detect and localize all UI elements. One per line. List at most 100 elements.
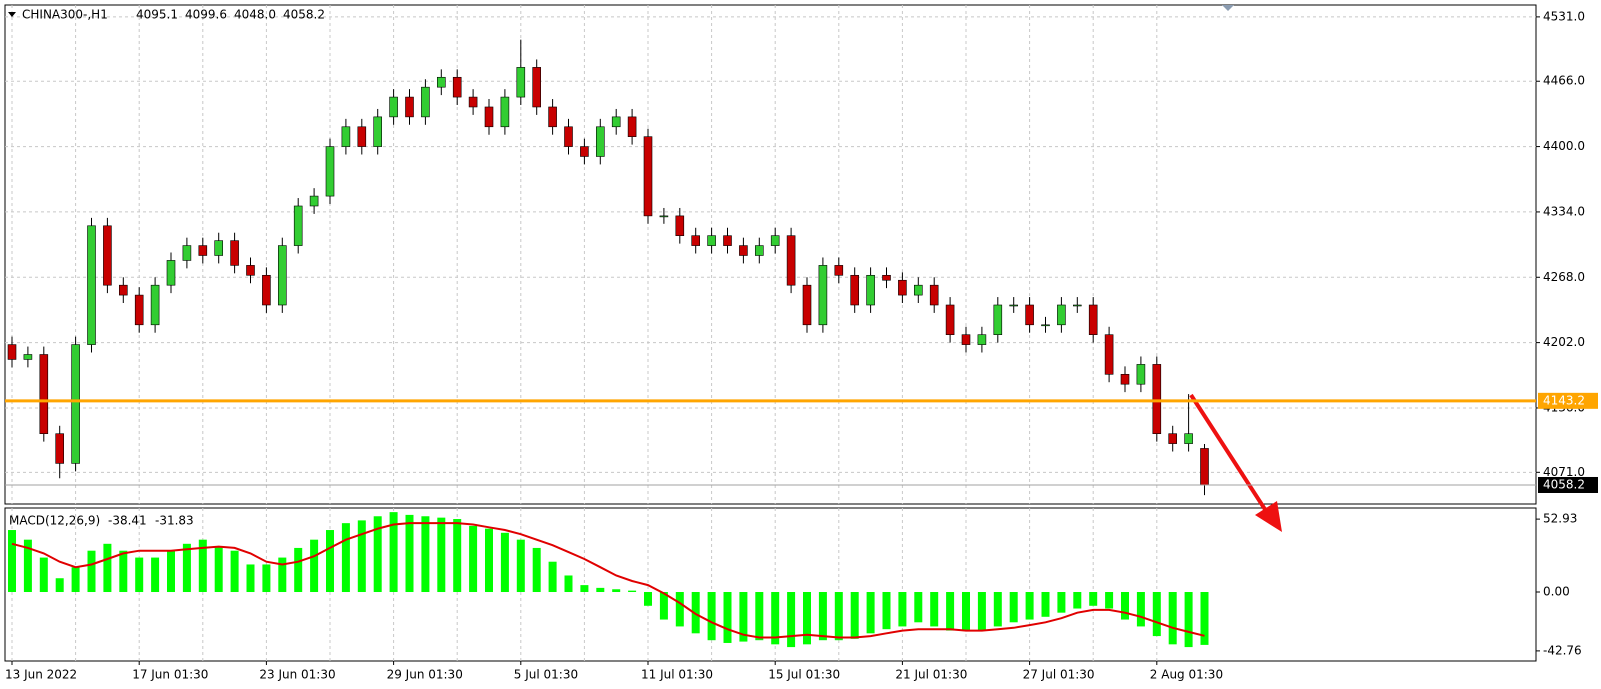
macd-bar (755, 592, 764, 641)
candle-body (1041, 324, 1050, 327)
y-tick-label: 4334.0 (1543, 204, 1585, 218)
candle-body (1025, 304, 1034, 326)
y-tick-label: 4400.0 (1543, 139, 1585, 153)
macd-bar (993, 592, 1002, 627)
macd-bar (310, 539, 319, 593)
candle-body (1009, 304, 1019, 307)
macd-bar (1041, 592, 1050, 617)
candle-body (929, 284, 939, 306)
macd-bar (135, 557, 144, 593)
macd-y-tick-label: 52.93 (1543, 512, 1577, 526)
candle-body (1088, 304, 1098, 335)
candle-body (611, 116, 621, 128)
candle-body (182, 245, 192, 261)
macd-bar (516, 539, 525, 593)
candle-body (580, 146, 589, 157)
candle-body (198, 245, 208, 256)
candle-body (659, 215, 669, 218)
candle-body (770, 235, 780, 246)
macd-bar (1184, 592, 1193, 648)
marks (7, 39, 1209, 648)
macd-bar (103, 543, 112, 593)
macd-bar (278, 557, 287, 593)
candle-body (945, 304, 955, 335)
shift-marker (1222, 5, 1234, 11)
macd-bar (214, 546, 223, 593)
candle-body (707, 235, 716, 246)
candle-body (834, 265, 844, 276)
macd-bar (1121, 592, 1129, 620)
candle-body (325, 146, 335, 197)
x-tick-label: 2 Aug 01:30 (1150, 668, 1223, 682)
macd-bar (644, 592, 652, 606)
candle-body (691, 235, 701, 246)
macd-signal-value: -31.83 (155, 514, 194, 528)
candle-body (293, 205, 303, 246)
signal-line (11, 522, 1205, 639)
macd-bar (500, 532, 509, 593)
macd-bar (230, 550, 239, 593)
candle-body (1120, 373, 1130, 385)
macd-bar (485, 528, 493, 593)
macd-bar (326, 530, 334, 593)
macd-bar (198, 539, 207, 593)
macd-bar (453, 519, 462, 593)
candle-body (532, 67, 542, 108)
y-tick-label: 4071.0 (1543, 465, 1585, 479)
candle-body (262, 274, 271, 306)
macd-bar (977, 592, 986, 631)
candle-body (516, 67, 526, 98)
candle-body (850, 274, 860, 306)
macd-bar (151, 557, 160, 593)
x-tick-label: 27 Jul 01:30 (1023, 668, 1095, 682)
macd-bar (1136, 592, 1145, 627)
y-tick-label: 4202.0 (1543, 335, 1585, 349)
macd-bar (834, 592, 843, 641)
high-label: 4099.6 (185, 8, 227, 22)
low-label: 4048.0 (234, 8, 276, 22)
candle-body (1136, 364, 1146, 385)
menu-triangle[interactable] (8, 12, 16, 17)
macd-bar (723, 592, 732, 643)
candle-body (166, 260, 176, 286)
candle-body (436, 76, 446, 88)
macd-bar (882, 592, 891, 630)
x-tick-label: 11 Jul 01:30 (641, 668, 713, 682)
candle-body (675, 215, 685, 236)
candle-body (898, 279, 907, 296)
macd-bar (628, 590, 637, 593)
macd-bar (373, 516, 382, 593)
candle-body (246, 265, 255, 276)
macd-bar (850, 592, 859, 639)
macd-bar (898, 592, 907, 627)
macd-bar (1025, 592, 1034, 620)
candle-body (103, 225, 112, 286)
macd-bar (405, 514, 414, 593)
macd-bar (659, 592, 668, 620)
candle-body (39, 354, 49, 435)
x-tick-label: 21 Jul 01:30 (895, 668, 967, 682)
candle-body (421, 86, 430, 118)
macd-panel (4, 507, 1537, 662)
symbol: CHINA300-,H1 (22, 8, 108, 22)
candle-body (739, 245, 748, 256)
candle-body (913, 284, 923, 296)
macd-title: MACD(12,26,9) (9, 514, 100, 528)
y-tick-label: 4268.0 (1543, 270, 1585, 284)
x-tick-label: 17 Jun 01:30 (132, 668, 208, 682)
macd-bar (1009, 592, 1018, 623)
macd-bar (612, 589, 621, 593)
macd-bar (691, 592, 700, 634)
candle-body (214, 240, 223, 256)
macd-bar (389, 512, 398, 593)
macd-y-tick-label: -42.76 (1543, 643, 1582, 657)
macd-bar (707, 592, 716, 641)
x-tick-label: 5 Jul 01:30 (514, 668, 578, 682)
candle-body (230, 240, 239, 266)
candle-body (71, 344, 80, 464)
candle-body (1184, 433, 1193, 444)
close-label: 4058.2 (283, 8, 325, 22)
macd-bar (246, 564, 255, 593)
